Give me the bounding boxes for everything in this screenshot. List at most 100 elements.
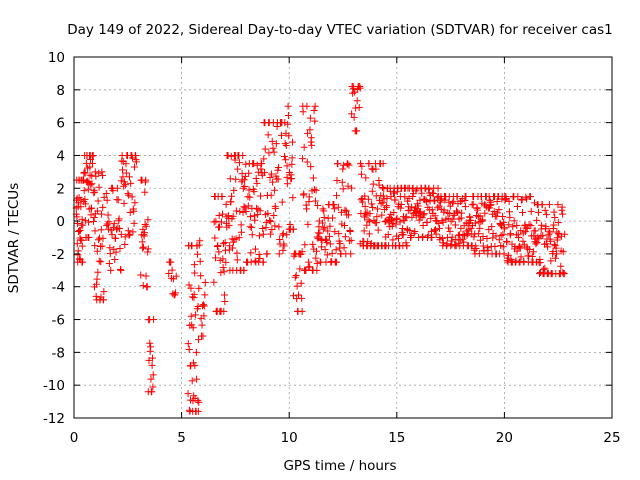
data-point [320, 207, 328, 215]
data-point [143, 283, 151, 291]
data-point [100, 193, 108, 201]
data-point [554, 201, 562, 209]
data-point [559, 268, 567, 276]
data-point [321, 246, 329, 254]
data-point [533, 216, 541, 224]
data-point [516, 244, 524, 252]
data-point [475, 230, 483, 238]
data-point [339, 185, 347, 193]
data-point [140, 243, 148, 251]
data-point [240, 266, 248, 274]
data-point [560, 270, 568, 278]
data-point [266, 217, 274, 225]
data-point [193, 375, 201, 383]
data-point [358, 162, 366, 170]
data-point [103, 196, 111, 204]
data-point [103, 221, 111, 229]
data-point [514, 192, 522, 200]
data-point [383, 202, 391, 210]
data-point [512, 257, 520, 265]
data-point [389, 236, 397, 244]
data-point [505, 221, 513, 229]
data-point [215, 248, 223, 256]
data-point [513, 203, 521, 211]
data-point [105, 218, 113, 226]
data-point [445, 224, 453, 232]
data-point [218, 210, 226, 218]
data-point [256, 254, 264, 262]
data-point [550, 208, 558, 216]
data-point [278, 198, 286, 206]
data-point [279, 246, 287, 254]
data-point [104, 211, 112, 219]
data-point [89, 218, 97, 226]
data-point [81, 195, 89, 203]
data-point [519, 209, 527, 217]
data-point [527, 192, 535, 200]
data-point [403, 242, 411, 250]
data-point [305, 258, 313, 266]
data-point [119, 166, 127, 174]
data-point [297, 279, 305, 287]
data-point [246, 193, 254, 201]
data-point [266, 174, 274, 182]
data-point [412, 187, 420, 195]
data-point [275, 250, 283, 258]
data-point [73, 213, 81, 221]
data-point [462, 203, 470, 211]
axis-ticks: 0 5 10 15 20 25 -12 -10 -8 -6 -4 -2 0 2 4 6 8 10 [43, 50, 621, 446]
data-point [114, 224, 122, 232]
data-point [144, 248, 152, 256]
data-point [216, 223, 224, 231]
data-point [194, 250, 202, 258]
data-point [298, 307, 306, 315]
data-point [374, 205, 382, 213]
data-point [333, 176, 341, 184]
data-point [230, 186, 238, 194]
data-point [417, 208, 425, 216]
data-point [147, 375, 155, 383]
data-point [547, 257, 555, 265]
data-point [431, 226, 439, 234]
data-point [290, 225, 298, 233]
data-point [78, 215, 86, 223]
data-point [92, 292, 100, 300]
data-point [536, 259, 544, 267]
data-point [554, 219, 562, 227]
data-point [187, 284, 195, 292]
data-point [261, 145, 269, 153]
data-point [85, 234, 93, 241]
data-point [525, 246, 533, 254]
data-point [533, 239, 541, 247]
data-point [549, 247, 557, 255]
data-point [106, 250, 114, 258]
data-point [541, 206, 549, 214]
data-point [427, 227, 435, 235]
data-point [284, 120, 292, 128]
data-point [545, 201, 553, 209]
data-point [334, 160, 342, 168]
data-point [347, 250, 355, 258]
data-point [484, 246, 492, 254]
data-point [184, 340, 192, 348]
data-point [140, 229, 148, 237]
data-point [554, 234, 562, 242]
data-point [144, 216, 152, 224]
data-point [329, 214, 337, 222]
data-point [507, 230, 515, 238]
data-point [411, 228, 419, 236]
data-point [311, 197, 319, 205]
data-point [538, 201, 546, 209]
data-point [282, 156, 290, 164]
data-point [117, 266, 125, 274]
data-point [542, 222, 550, 230]
data-point [278, 131, 285, 139]
data-point [190, 290, 198, 298]
data-point [116, 225, 124, 233]
data-point [94, 268, 102, 276]
data-point [440, 206, 448, 214]
data-point [431, 212, 439, 220]
y-tick-label: -12 [43, 411, 65, 427]
data-point [443, 240, 451, 248]
data-point [326, 222, 334, 230]
